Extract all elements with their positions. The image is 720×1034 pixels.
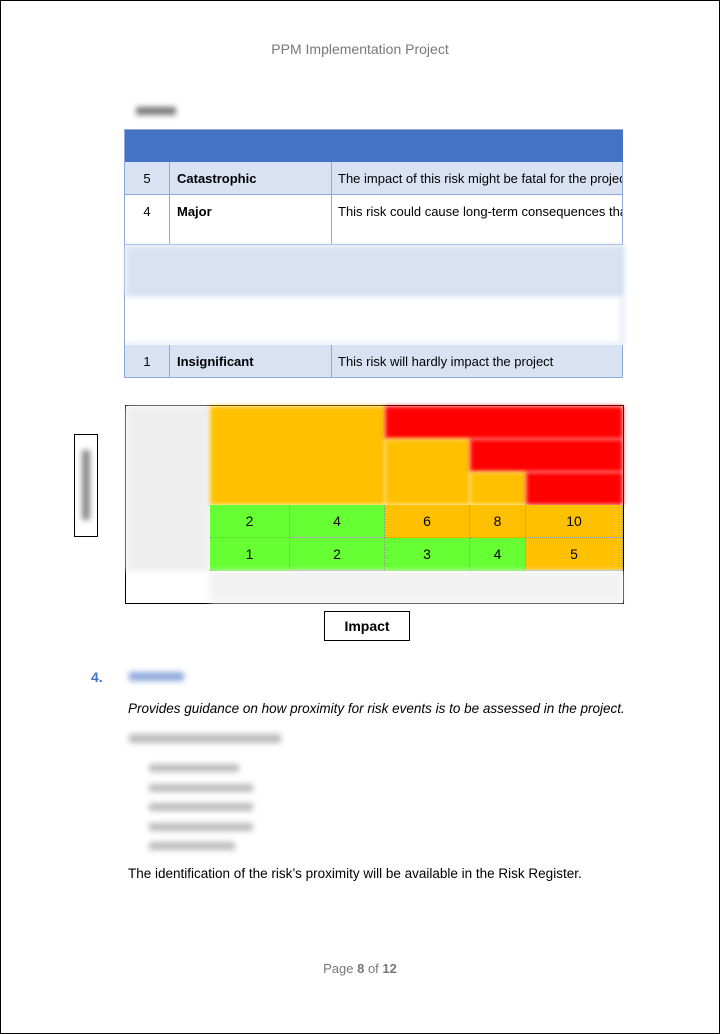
matrix-cell: 3 [385,538,470,571]
blurred-heading [129,672,184,681]
header-title: PPM Implementation Project [271,41,449,57]
matrix-cell: 4 [290,505,385,538]
score: 4 [125,195,170,245]
blurred-row [125,295,623,345]
definition: This risk could cause long-term conseque… [332,195,623,245]
risk-matrix: 2 4 6 8 10 1 2 3 4 5 [125,405,624,604]
grade: Catastrophic [170,162,332,195]
matrix-cell: 2 [210,505,290,538]
blurred-cells [385,439,470,505]
blurred-cells [210,406,385,505]
blurred-text [129,734,281,743]
blurred-list [149,764,239,772]
blurred-labels [210,571,623,603]
blurred-list [149,823,253,831]
blurred-list [149,842,235,850]
matrix-cell: 4 [470,538,526,571]
footer-text: Page [323,961,354,976]
score: 5 [125,162,170,195]
blurred-cells [470,472,526,505]
blurred-labels [126,406,210,571]
blurred-list [149,803,253,811]
axis-label: Impact [324,611,410,641]
section-intro: Provides guidance on how proximity for r… [128,701,625,716]
footer-text: of [367,961,379,976]
table-header [125,130,623,162]
grade: Major [170,195,332,245]
matrix-cell: 8 [470,505,526,538]
matrix-cell: 1 [210,538,290,571]
footer: Page 8 of 12 [1,961,719,976]
likelihood-label-box [74,434,98,537]
matrix-cell: 5 [526,538,623,571]
matrix-cell: 10 [526,505,623,538]
blurred-cells [385,406,623,439]
blurred-text [136,107,176,115]
blurred-cells [470,439,623,472]
grade: Insignificant [170,345,332,378]
blurred-row [125,245,623,295]
matrix-cell: 6 [385,505,470,538]
impact-table: 5 Catastrophic The impact of this risk m… [124,129,623,378]
blurred-cells [526,472,623,505]
blurred-list [149,784,253,792]
section-number: 4. [91,669,103,685]
section-closing: The identification of the risk’s proximi… [128,866,582,881]
score: 1 [125,345,170,378]
page-number: 8 [357,961,365,976]
page-total: 12 [382,961,397,976]
definition: The impact of this risk might be fatal f… [332,162,623,195]
matrix-cell: 2 [290,538,385,571]
definition: This risk will hardly impact the project [332,345,623,378]
